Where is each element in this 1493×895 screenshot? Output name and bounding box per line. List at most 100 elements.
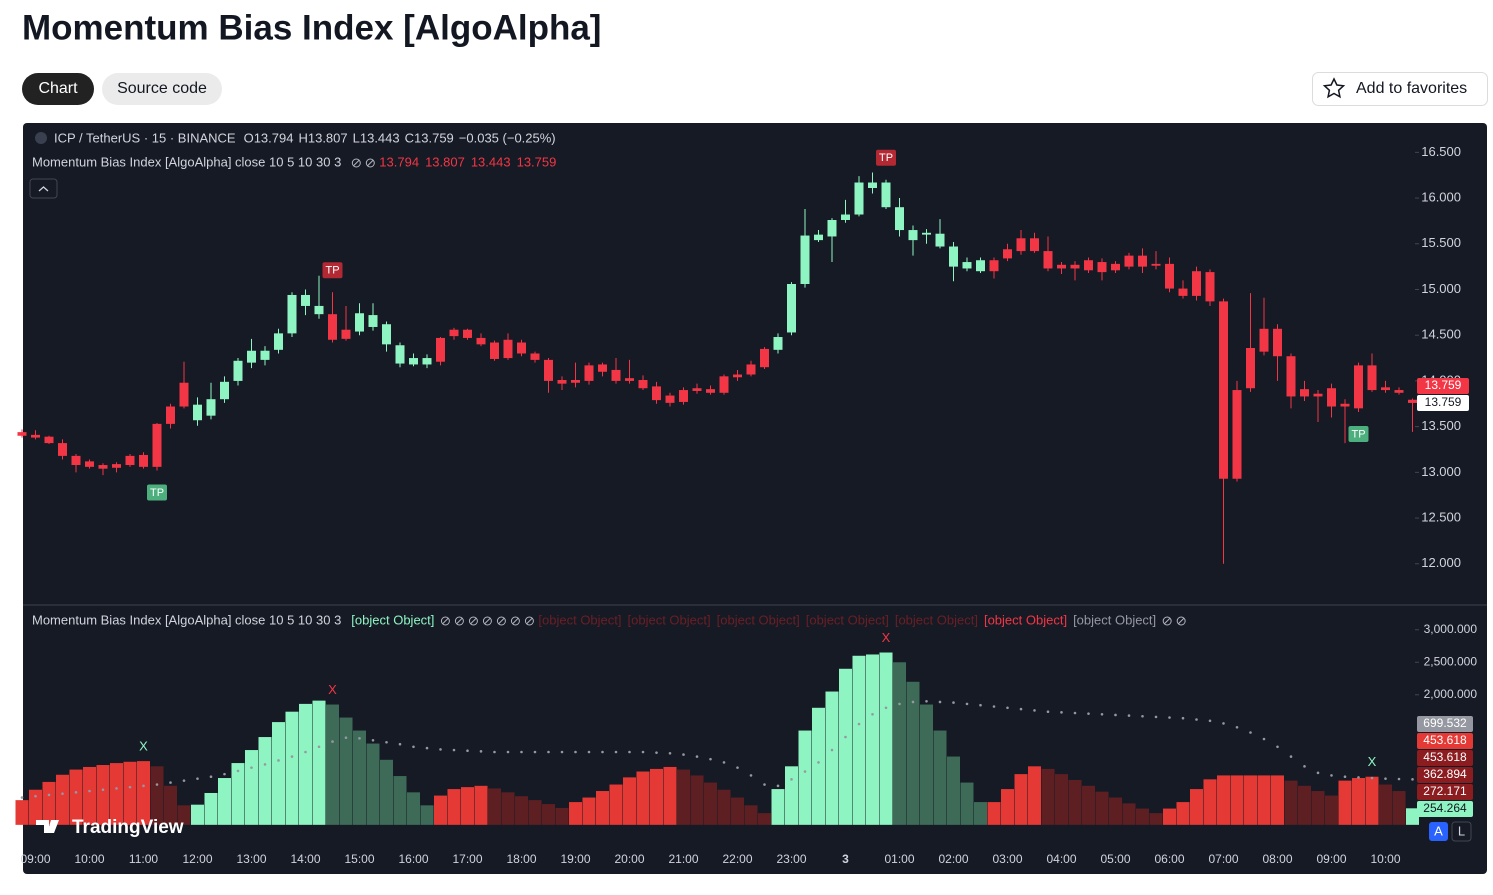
visibility-icon bbox=[1177, 617, 1185, 625]
histogram-bar bbox=[69, 769, 83, 825]
candle-body bbox=[314, 305, 324, 315]
candle-body bbox=[490, 342, 499, 359]
signal-dot bbox=[844, 735, 847, 739]
visibility-icon bbox=[512, 617, 519, 625]
histogram-bar bbox=[650, 768, 663, 825]
candle-body bbox=[409, 358, 418, 365]
histogram-bar bbox=[879, 652, 893, 825]
favorite-button[interactable] bbox=[1312, 72, 1488, 106]
visibility-icon bbox=[366, 159, 374, 167]
visibility-icon bbox=[456, 617, 463, 625]
candle-body bbox=[139, 454, 148, 467]
histogram-bar bbox=[528, 800, 542, 825]
signal-dot bbox=[1330, 774, 1333, 777]
histogram-bar bbox=[1311, 791, 1325, 825]
histogram-bar bbox=[407, 792, 420, 825]
tab-label[interactable]: Chart bbox=[38, 80, 78, 97]
tab-label[interactable]: Source code bbox=[117, 80, 207, 97]
signal-dot bbox=[790, 778, 793, 781]
histogram-bar bbox=[258, 737, 272, 825]
histogram-bar bbox=[393, 776, 407, 825]
y-tick-label: 14.500 bbox=[1421, 327, 1461, 342]
tab-source[interactable] bbox=[102, 73, 222, 105]
x-tick-label: 10:00 bbox=[74, 852, 104, 866]
collapse-button[interactable] bbox=[29, 178, 58, 199]
signal-dot bbox=[884, 706, 888, 710]
signal-dot bbox=[776, 784, 780, 788]
signal-dot bbox=[101, 788, 105, 792]
ohlc-value: H13.807 bbox=[298, 130, 347, 145]
visibility-icon bbox=[351, 158, 361, 168]
y-tick-label: 15.500 bbox=[1421, 235, 1461, 250]
symbol-logo bbox=[35, 132, 47, 144]
candle-body bbox=[1232, 390, 1242, 479]
candle-body bbox=[665, 395, 675, 403]
candle-body bbox=[247, 350, 256, 363]
signal-dot bbox=[452, 748, 456, 752]
histogram-bar bbox=[866, 654, 879, 825]
candle-body bbox=[692, 388, 702, 391]
histogram-bar bbox=[501, 792, 515, 825]
x-tick-label: 09:00 bbox=[20, 852, 50, 866]
signal-dot bbox=[61, 792, 64, 795]
star-icon[interactable] bbox=[1322, 77, 1346, 99]
button-label[interactable]: A bbox=[1434, 823, 1443, 838]
visibility-icon bbox=[468, 616, 478, 626]
y-tick-label: 12.500 bbox=[1421, 509, 1461, 524]
favorite-label[interactable]: Add to favorites bbox=[1356, 80, 1467, 97]
button-label[interactable]: L bbox=[1458, 823, 1465, 838]
signal-dot bbox=[1343, 775, 1347, 779]
signal-dot bbox=[1276, 745, 1279, 749]
auto-button[interactable] bbox=[1429, 822, 1448, 841]
signal-dot bbox=[209, 775, 213, 779]
signal-dot bbox=[1154, 715, 1158, 719]
collapse-icon[interactable] bbox=[38, 186, 49, 192]
visibility-icon bbox=[440, 616, 450, 626]
signal-dot bbox=[1370, 776, 1374, 780]
signal-dot bbox=[1316, 771, 1320, 775]
histogram-bar bbox=[434, 795, 447, 825]
candle-body bbox=[436, 337, 445, 362]
x-tick-label: 17:00 bbox=[452, 852, 482, 866]
y-tick-label: 2,000.000 bbox=[1424, 687, 1478, 701]
visibility-icon bbox=[365, 158, 375, 168]
histogram-bar bbox=[285, 711, 299, 825]
signal-dot bbox=[749, 774, 753, 777]
y-tick-label: 13.500 bbox=[1421, 418, 1461, 433]
price-badge bbox=[1417, 801, 1473, 817]
histogram-bar bbox=[515, 796, 528, 825]
candle-body bbox=[746, 364, 756, 375]
histogram-bar bbox=[1136, 808, 1149, 825]
histogram-bar bbox=[542, 804, 555, 825]
tab-chart[interactable] bbox=[22, 73, 94, 105]
histogram-bar bbox=[191, 804, 204, 825]
histogram-bar bbox=[488, 788, 501, 825]
y-tick-label: 12.000 bbox=[1421, 555, 1461, 570]
histogram-bar bbox=[1095, 791, 1109, 825]
candle-body bbox=[989, 260, 999, 272]
histogram-bar bbox=[56, 774, 69, 825]
ohlc-value: L13.443 bbox=[353, 130, 400, 145]
log-button[interactable] bbox=[1451, 821, 1472, 842]
signal-dot bbox=[155, 783, 159, 786]
signal-dot bbox=[1303, 765, 1306, 768]
candle-body bbox=[152, 423, 162, 467]
signal-dot bbox=[1397, 777, 1401, 781]
signal-dot bbox=[1181, 716, 1185, 720]
x-tick-label: 01:00 bbox=[884, 852, 914, 866]
indicator-value: [object Object] bbox=[895, 612, 978, 627]
histogram-bar bbox=[1284, 780, 1298, 825]
histogram-bar bbox=[677, 769, 690, 825]
ohlc-value: C13.759 bbox=[405, 130, 454, 145]
histogram-bar bbox=[447, 789, 461, 825]
histogram-bar bbox=[852, 655, 866, 825]
indicator-value: 13.759 bbox=[517, 154, 557, 169]
signal-dot bbox=[1235, 726, 1239, 729]
signal-dot bbox=[1411, 778, 1414, 781]
candle-body bbox=[1259, 328, 1269, 352]
candle-body bbox=[1030, 238, 1039, 252]
x-tick-label: 02:00 bbox=[938, 852, 968, 866]
histogram-bar bbox=[960, 782, 974, 825]
histogram-bar bbox=[1122, 803, 1136, 825]
